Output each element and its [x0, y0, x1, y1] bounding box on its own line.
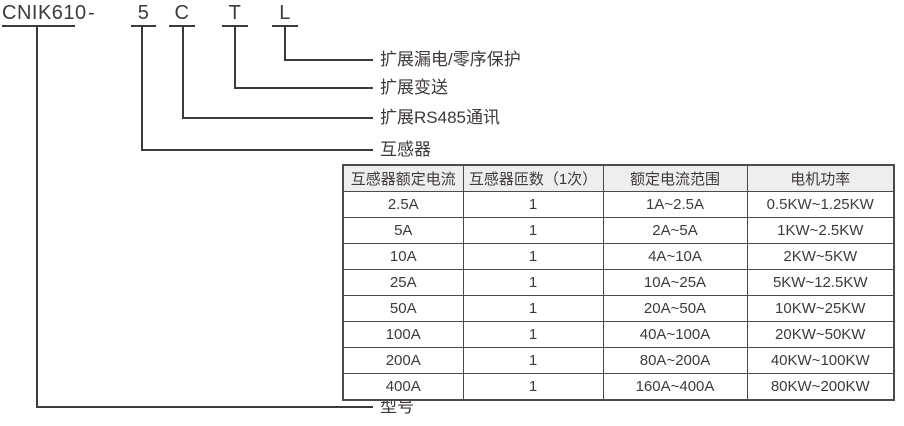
- cell-motor-power: 2KW~5KW: [746, 243, 895, 270]
- cell-current-range: 160A~400A: [602, 373, 748, 401]
- callout-label-transformer: 互感器: [380, 140, 431, 159]
- connector-horizontal-c: [182, 117, 373, 119]
- model-code-transformer: 5: [137, 2, 150, 24]
- cell-motor-power: 10KW~25KW: [746, 295, 895, 322]
- cell-motor-power: 20KW~50KW: [746, 321, 895, 348]
- cell-turns: 1: [462, 243, 604, 270]
- model-dash: -: [88, 2, 96, 24]
- table-row: 25A 1 10A~25A 5KW~12.5KW: [342, 269, 895, 296]
- cell-motor-power: 0.5KW~1.25KW: [746, 191, 895, 218]
- cell-motor-power: 1KW~2.5KW: [746, 217, 895, 244]
- table-row: 400A 1 160A~400A 80KW~200KW: [342, 373, 895, 401]
- header-motor-power: 电机功率: [746, 164, 895, 192]
- cell-rated-current: 25A: [342, 269, 464, 296]
- table-row: 10A 1 4A~10A 2KW~5KW: [342, 243, 895, 270]
- cell-turns: 1: [462, 295, 604, 322]
- cell-rated-current: 2.5A: [342, 191, 464, 218]
- header-turns: 互感器匝数（1次）: [462, 164, 604, 192]
- table-row: 50A 1 20A~50A 10KW~25KW: [342, 295, 895, 322]
- cell-rated-current: 5A: [342, 217, 464, 244]
- cell-rated-current: 10A: [342, 243, 464, 270]
- table-header-row: 互感器额定电流 互感器匝数（1次） 额定电流范围 电机功率: [342, 164, 895, 192]
- underline-prefix: [2, 25, 75, 27]
- cell-rated-current: 200A: [342, 347, 464, 374]
- table-row: 2.5A 1 1A~2.5A 0.5KW~1.25KW: [342, 191, 895, 218]
- table-row: 5A 1 2A~5A 1KW~2.5KW: [342, 217, 895, 244]
- model-code-transmit: T: [228, 2, 242, 24]
- connector-vertical-c: [182, 26, 184, 119]
- cell-turns: 1: [462, 373, 604, 401]
- cell-motor-power: 5KW~12.5KW: [746, 269, 895, 296]
- cell-current-range: 40A~100A: [602, 321, 748, 348]
- transformer-spec-table: 互感器额定电流 互感器匝数（1次） 额定电流范围 电机功率 2.5A 1 1A~…: [342, 164, 895, 401]
- connector-horizontal-t: [234, 87, 373, 89]
- cell-turns: 1: [462, 191, 604, 218]
- connector-vertical-l: [284, 26, 286, 61]
- table-row: 100A 1 40A~100A 20KW~50KW: [342, 321, 895, 348]
- connector-vertical-5: [141, 26, 143, 151]
- callout-label-transmit: 扩展变送: [380, 78, 448, 97]
- cell-turns: 1: [462, 217, 604, 244]
- cell-current-range: 4A~10A: [602, 243, 748, 270]
- cell-turns: 1: [462, 269, 604, 296]
- callout-label-rs485: 扩展RS485通讯: [380, 108, 500, 127]
- underline-code-5: [131, 25, 156, 27]
- cell-current-range: 20A~50A: [602, 295, 748, 322]
- cell-motor-power: 80KW~200KW: [746, 373, 895, 401]
- cell-current-range: 1A~2.5A: [602, 191, 748, 218]
- header-current-range: 额定电流范围: [602, 164, 748, 192]
- cell-current-range: 10A~25A: [602, 269, 748, 296]
- connector-horizontal-l: [284, 59, 373, 61]
- cell-motor-power: 40KW~100KW: [746, 347, 895, 374]
- table-row: 200A 1 80A~200A 40KW~100KW: [342, 347, 895, 374]
- connector-horizontal-model: [36, 406, 373, 408]
- cell-current-range: 2A~5A: [602, 217, 748, 244]
- cell-rated-current: 400A: [342, 373, 464, 401]
- cell-current-range: 80A~200A: [602, 347, 748, 374]
- connector-vertical-t: [234, 26, 236, 89]
- model-code-leakage: L: [279, 2, 291, 24]
- cell-turns: 1: [462, 347, 604, 374]
- cell-rated-current: 50A: [342, 295, 464, 322]
- callout-label-leakage: 扩展漏电/零序保护: [380, 50, 521, 69]
- connector-horizontal-5: [141, 149, 373, 151]
- model-code-comm: C: [174, 2, 190, 24]
- cell-turns: 1: [462, 321, 604, 348]
- connector-vertical-model: [36, 26, 38, 408]
- cell-rated-current: 100A: [342, 321, 464, 348]
- model-prefix: CNIK610: [2, 2, 87, 24]
- callout-label-model: 型号: [380, 397, 414, 416]
- header-rated-current: 互感器额定电流: [342, 164, 464, 192]
